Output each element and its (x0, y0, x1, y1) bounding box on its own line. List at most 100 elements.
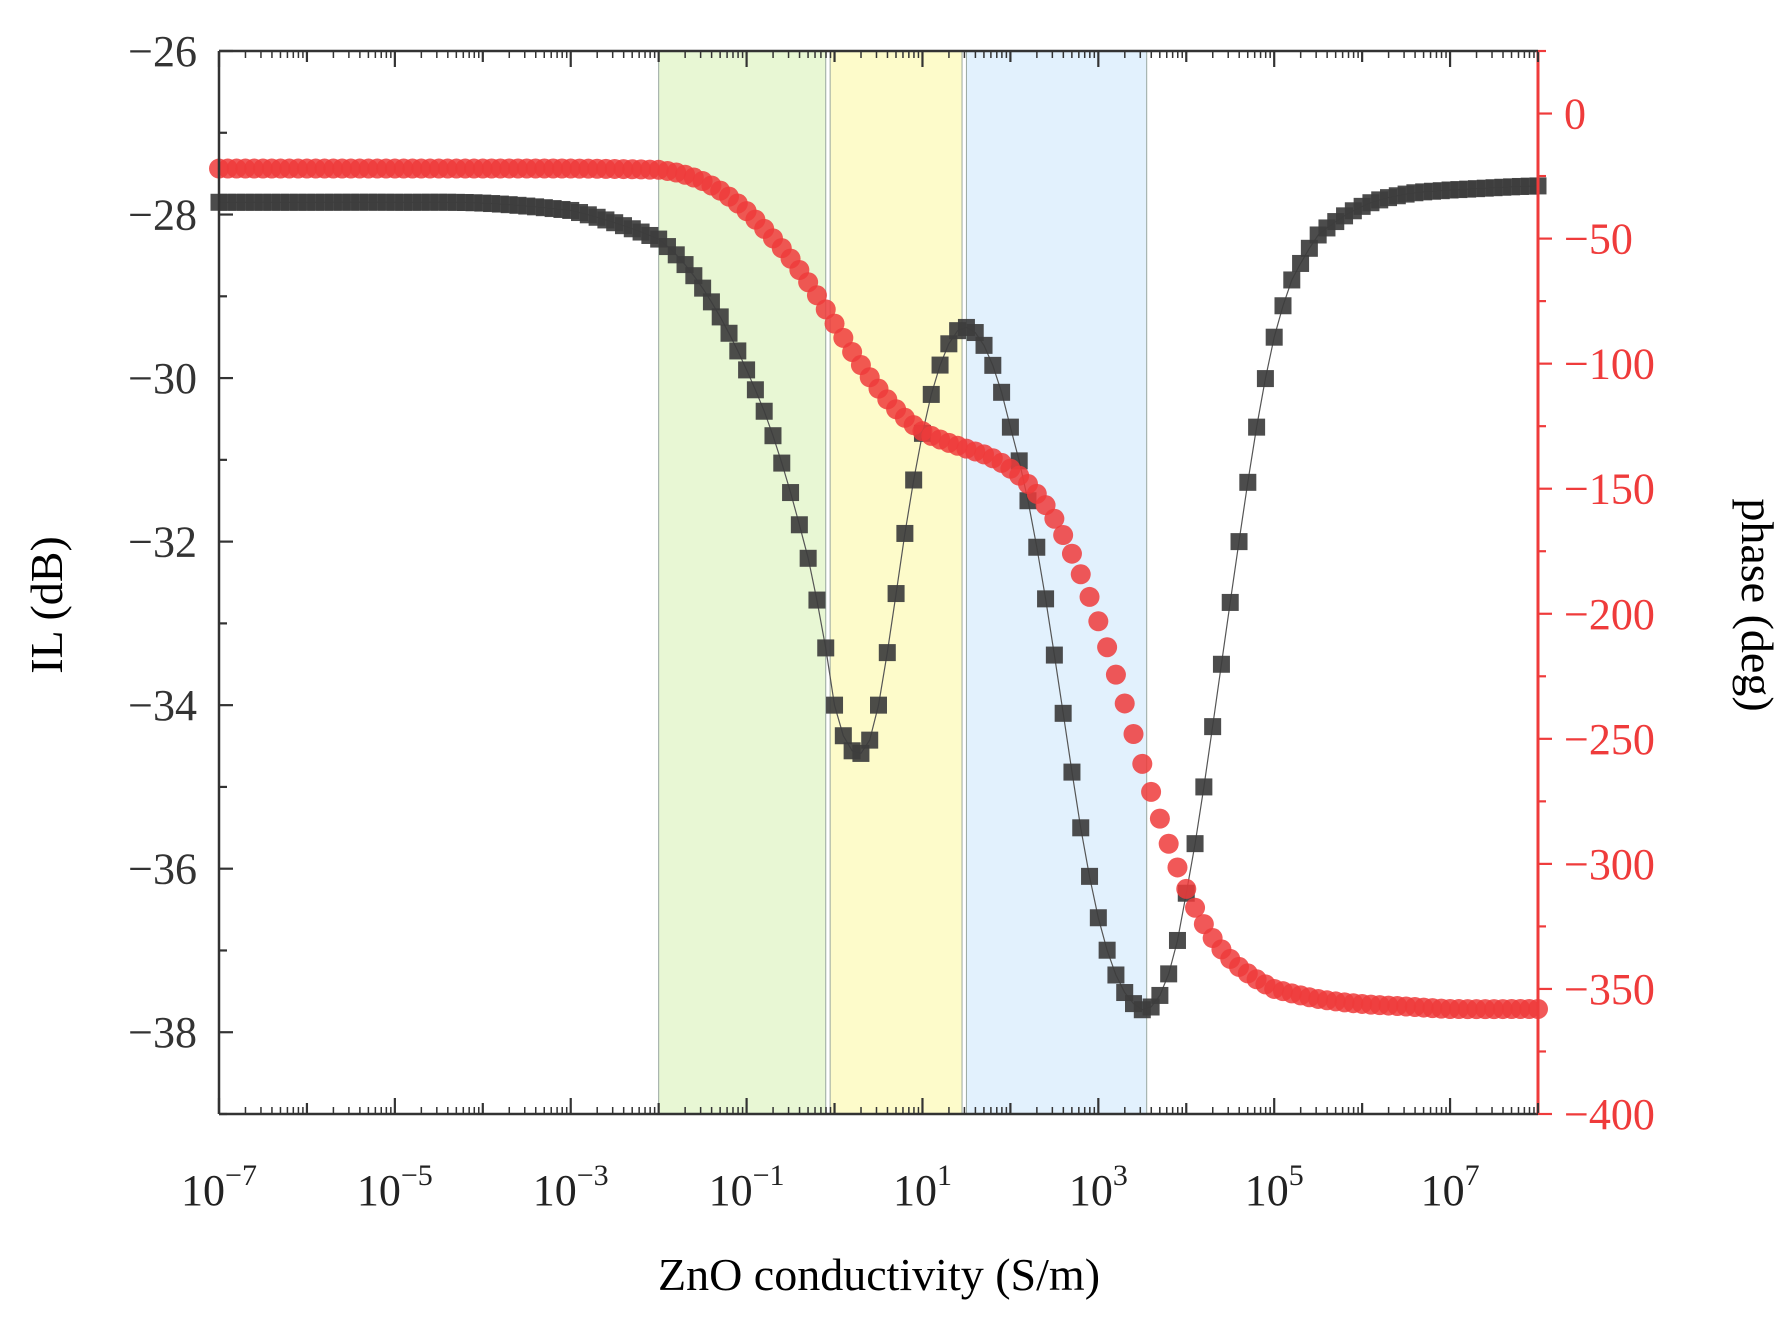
il-point (905, 471, 923, 489)
il-point (922, 385, 940, 403)
y-right-tick-label: −200 (1564, 590, 1655, 639)
il-point (755, 402, 773, 420)
x-tick-exponent: −3 (577, 1159, 609, 1192)
phase-point (1176, 878, 1197, 899)
il-point (1292, 254, 1310, 272)
y-right-tick-label: −250 (1564, 715, 1655, 764)
x-tick-base: 10 (533, 1166, 577, 1215)
x-tick-base: 10 (1421, 1166, 1465, 1215)
il-point (738, 361, 756, 379)
tick-labels: 10−7 10−5 10−3 10−1 101 103 105 107−26−28−30−32… (128, 27, 1655, 1215)
x-tick-exponent: 1 (937, 1159, 952, 1192)
phase-point (1141, 781, 1162, 802)
il-point (852, 744, 870, 762)
x-tick-label: 10−3 (533, 1159, 609, 1215)
il-point (1248, 418, 1266, 436)
il-point (1037, 590, 1055, 608)
x-tick-base: 10 (1069, 1166, 1113, 1215)
x-tick-base: 10 (181, 1166, 225, 1215)
il-point (1151, 986, 1169, 1004)
phase-point (1123, 724, 1144, 745)
il-point (808, 591, 826, 609)
il-point (1283, 271, 1301, 289)
phase-point (1070, 564, 1091, 585)
x-tick-base: 10 (1245, 1166, 1289, 1215)
il-point (1212, 655, 1230, 673)
il-point (878, 644, 896, 662)
il-point (1300, 239, 1318, 257)
band-blue (965, 50, 1148, 1115)
il-point (782, 484, 800, 502)
phase-point (1097, 637, 1118, 658)
y-left-tick-label: −36 (128, 845, 197, 894)
y-right-tick-label: −100 (1564, 340, 1655, 389)
phase-series (209, 158, 1548, 1020)
il-point (799, 549, 817, 567)
il-point (1274, 297, 1292, 315)
il-point (1221, 593, 1239, 611)
il-point (984, 356, 1002, 374)
il-point (729, 342, 747, 360)
y-left-tick-label: −34 (128, 681, 197, 730)
il-point (1265, 328, 1283, 346)
y-right-tick-label: −400 (1564, 1090, 1655, 1139)
il-point (1195, 778, 1213, 796)
band-yellow (829, 50, 963, 1115)
il-point (861, 731, 879, 749)
il-point (826, 696, 844, 714)
phase-point (1061, 543, 1082, 564)
il-point (711, 308, 729, 326)
y-left-tick-label: −26 (128, 27, 197, 76)
phase-point (1079, 586, 1100, 607)
il-point (1063, 763, 1081, 781)
x-tick-base: 10 (709, 1166, 753, 1215)
il-point (694, 279, 712, 297)
x-tick-exponent: −5 (401, 1159, 433, 1192)
il-point (940, 335, 958, 353)
y-right-tick-label: 0 (1564, 90, 1586, 139)
il-point (773, 454, 791, 472)
y-right-tick-label: −300 (1564, 840, 1655, 889)
il-point (834, 727, 852, 745)
y-left-tick-label: −32 (128, 518, 197, 567)
x-tick-exponent: 5 (1289, 1159, 1304, 1192)
phase-point (1185, 897, 1206, 918)
il-point (702, 293, 720, 311)
y-right-tick-label: −50 (1564, 215, 1633, 264)
y-left-tick-label: −38 (128, 1008, 197, 1057)
y-left-axis-title: IL (dB) (21, 536, 72, 674)
x-tick-base: 10 (893, 1166, 937, 1215)
il-point (764, 427, 782, 445)
x-tick-label: 107 (1421, 1159, 1480, 1215)
il-point (1089, 909, 1107, 927)
il-point (931, 356, 949, 374)
phase-point (1088, 611, 1109, 632)
y-right-axis-title: phase (deg) (1732, 498, 1783, 711)
x-tick-label: 10−7 (181, 1159, 257, 1215)
y-left-tick-label: −28 (128, 191, 197, 240)
phase-point (1114, 693, 1135, 714)
phase-point (1149, 808, 1170, 829)
il-point (966, 324, 984, 342)
x-tick-label: 101 (893, 1159, 952, 1215)
il-point (1239, 473, 1257, 491)
il-point (1186, 835, 1204, 853)
il-point (975, 336, 993, 354)
il-point (817, 639, 835, 657)
il-point (1230, 533, 1248, 551)
il-point (1072, 819, 1090, 837)
phase-point (1132, 753, 1153, 774)
x-tick-exponent: −1 (753, 1159, 785, 1192)
band-green (658, 50, 827, 1115)
y-right-tick-label: −350 (1564, 965, 1655, 1014)
il-point (790, 516, 808, 534)
il-point (896, 524, 914, 542)
x-tick-label: 103 (1069, 1159, 1128, 1215)
il-point (1054, 704, 1072, 722)
x-tick-exponent: 3 (1113, 1159, 1128, 1192)
phase-point (1158, 833, 1179, 854)
il-point (993, 383, 1011, 401)
il-point (1098, 941, 1116, 959)
il-point (1045, 646, 1063, 664)
